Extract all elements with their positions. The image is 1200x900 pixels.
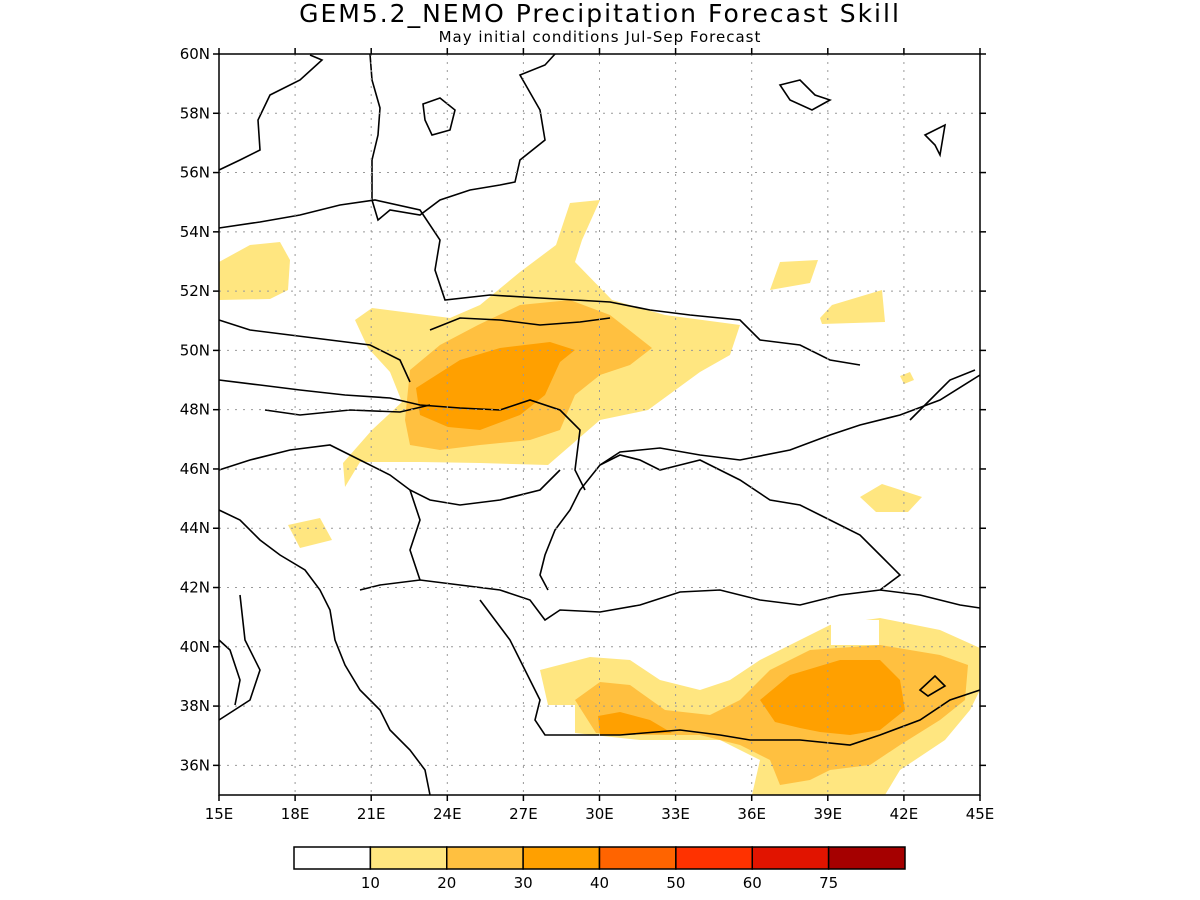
lat-lon-grid [219, 54, 980, 795]
colorbar-swatch [751, 846, 830, 870]
lon-label: 36E [737, 805, 766, 823]
lon-label: 30E [585, 805, 614, 823]
lat-label: 40N [180, 638, 210, 656]
lon-label: 42E [890, 805, 919, 823]
colorbar-swatch [293, 846, 372, 870]
lat-label: 56N [180, 164, 210, 182]
lat-label: 46N [180, 460, 210, 478]
lat-label: 48N [180, 401, 210, 419]
lat-label: 50N [180, 341, 210, 359]
skill-region-10-20 [900, 372, 914, 384]
lat-label: 60N [180, 45, 210, 63]
colorbar-legend: 10 20 30 40 50 60 75 [293, 846, 906, 892]
lon-label: 45E [966, 805, 995, 823]
map-subtitle: May initial conditions Jul-Sep Forecast [438, 28, 762, 46]
colorbar-swatch [827, 846, 906, 870]
skill-region-10-20 [219, 242, 290, 300]
lon-label: 27E [509, 805, 538, 823]
colorbar-label: 30 [514, 874, 533, 892]
colorbar-label: 10 [361, 874, 380, 892]
skill-region-30-40 [598, 712, 672, 735]
lon-label: 21E [357, 805, 386, 823]
lon-label: 24E [433, 805, 462, 823]
skill-shading [219, 200, 980, 795]
lat-label: 58N [180, 104, 210, 122]
colorbar-label: 75 [819, 874, 838, 892]
colorbar-label: 60 [743, 874, 762, 892]
colorbar-swatch [598, 846, 677, 870]
colorbar-label: 50 [666, 874, 685, 892]
lon-label: 15E [205, 805, 234, 823]
axes: 60N 58N 56N 54N 52N 50N 48N 46N 44N 42N 40N 38N 36N 1… [180, 45, 995, 823]
lon-label: 18E [281, 805, 310, 823]
skill-region-10-20 [820, 290, 885, 324]
lat-label: 42N [180, 579, 210, 597]
skill-region-10-20 [860, 484, 922, 512]
lon-label: 33E [661, 805, 690, 823]
lat-label: 54N [180, 223, 210, 241]
lat-label: 36N [180, 756, 210, 774]
map-title: GEM5.2_NEMO Precipitation Forecast Skill [299, 0, 901, 28]
colorbar-label: 20 [437, 874, 456, 892]
skill-region-10-20 [288, 518, 332, 548]
colorbar-swatch [675, 846, 753, 870]
colorbar-swatch [369, 846, 448, 870]
colorbar-swatch [522, 846, 601, 870]
lat-label: 52N [180, 282, 210, 300]
coastlines [218, 53, 981, 796]
colorbar-label: 40 [590, 874, 609, 892]
skill-region-10-20 [770, 260, 818, 290]
skill-region-30-40 [760, 660, 905, 735]
lat-label: 38N [180, 697, 210, 715]
colorbar-swatch [446, 846, 524, 870]
lon-label: 39E [814, 805, 843, 823]
lat-label: 44N [180, 519, 210, 537]
